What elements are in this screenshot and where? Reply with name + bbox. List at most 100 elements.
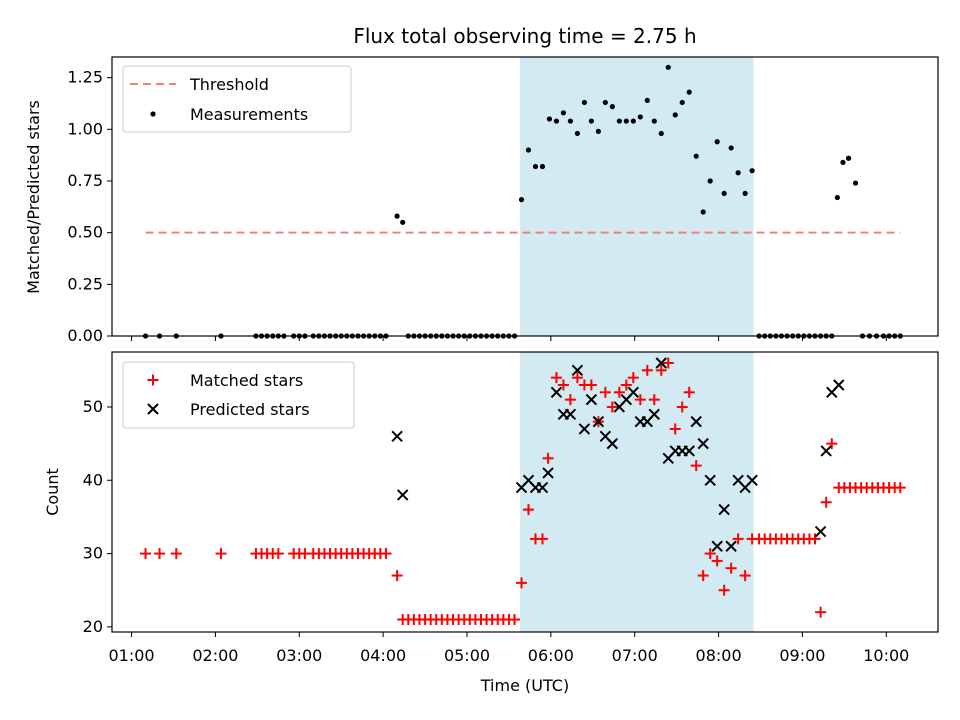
measurement-point: [567, 118, 574, 124]
predicted-star-point: [571, 364, 584, 377]
measurement-point: [560, 110, 567, 116]
measurement-point: [735, 170, 741, 176]
matched-star-point: [718, 584, 730, 596]
observing-span: [520, 57, 754, 336]
measurement-point: [707, 178, 713, 184]
predicted-star-point-b: [564, 408, 577, 421]
matched-star-point: [676, 401, 688, 413]
measurement-point: [651, 118, 657, 124]
matched-star-point: [380, 548, 392, 560]
x-tick-label: 02:00: [192, 646, 238, 665]
predicted-star-point: [578, 423, 591, 435]
measurement-point: [394, 213, 400, 219]
matched-star-point: [648, 394, 660, 406]
measurement-point: [525, 147, 532, 153]
predicted-star-point-b: [599, 430, 612, 443]
predicted-star-point-b: [536, 481, 549, 494]
top-y-tick-label: 0.50: [67, 223, 103, 242]
matched-star-point: [536, 533, 548, 545]
measurement-point: [644, 97, 650, 103]
matched-star-point: [620, 379, 632, 391]
matched-star-point: [606, 401, 618, 413]
measurement-point: [665, 64, 671, 70]
predicted-star-point-b: [655, 357, 667, 369]
predicted-star-point-b: [690, 415, 702, 428]
predicted-star-point-b: [592, 415, 605, 428]
bottom-y-axis-label: Count: [43, 468, 62, 516]
top-y-tick-label: 0.00: [67, 326, 103, 345]
top-y-tick-label: 0.75: [67, 171, 103, 190]
measurement-point: [574, 130, 581, 137]
predicted-star-point-b: [683, 445, 695, 457]
predicted-star-point: [690, 415, 702, 428]
measurement-point: [749, 168, 755, 174]
predicted-star-point: [542, 467, 554, 479]
bottom-plot-area: 20 30 40 50 01:00 02:00 03:00 04:00 05:00 06:00 07…: [83, 351, 939, 665]
top-plot-area: 0.00 0.25 0.50 0.75 1.00 1.25 Threshold Measure…: [67, 56, 939, 345]
predicted-star-point-b: [711, 540, 723, 552]
predicted-star-point: [814, 525, 827, 538]
top-y-tick-label: 1.25: [67, 68, 103, 87]
x-tick-label: 01:00: [109, 646, 155, 665]
predicted-star-point: [648, 408, 660, 421]
matched-star-point: [154, 548, 166, 560]
x-tick-label: 04:00: [360, 646, 406, 665]
measurement-point: [623, 118, 629, 124]
predicted-star-point: [391, 430, 403, 443]
measurement-point: [658, 130, 664, 137]
predicted-star-point: [606, 437, 619, 450]
top-axes-frame: [111, 56, 939, 337]
predicted-star-point: [627, 386, 640, 399]
matched-star-point: [697, 570, 709, 582]
measurement-point: [546, 116, 553, 122]
matched-star-point: [669, 423, 681, 435]
legend-predicted-swatch: [147, 403, 159, 415]
measurement-point: [609, 104, 615, 110]
matched-star-point: [557, 379, 569, 391]
x-tick-label: 06:00: [528, 646, 574, 665]
predicted-star-point-b: [697, 437, 709, 450]
predicted-star-point-b: [746, 474, 758, 486]
measurement-point: [742, 190, 748, 196]
matched-star-point: [542, 452, 554, 464]
measurement-point: [588, 118, 594, 124]
measurement-point: [728, 145, 734, 151]
predicted-star-point-b: [725, 540, 737, 552]
measurement-point: [845, 155, 852, 161]
matched-star-point: [509, 614, 521, 626]
top-legend-box: [122, 65, 352, 133]
predicted-star-point-b: [732, 474, 744, 486]
chart-title: Flux total observing time = 2.75 h: [353, 24, 696, 48]
predicted-star-point: [397, 489, 409, 501]
predicted-star-point: [683, 445, 695, 457]
top-legend: Threshold Measurements: [122, 65, 352, 133]
matched-star-point: [711, 555, 723, 567]
predicted-star-point-b: [550, 386, 563, 399]
matched-star-point: [272, 548, 284, 560]
measurement-point: [553, 118, 560, 124]
predicted-star-point: [564, 408, 577, 421]
measurement-point: [834, 194, 840, 201]
matched-star-point: [662, 357, 674, 369]
measurement-point: [693, 153, 699, 159]
legend-predicted-swatch-b: [147, 403, 159, 415]
matched-star-point: [585, 379, 597, 391]
x-tick-label: 08:00: [696, 646, 742, 665]
predicted-star-point: [746, 474, 758, 486]
bottom-y-tick-label: 40: [83, 470, 103, 489]
predicted-star-point: [536, 481, 549, 494]
matched-star-point: [655, 364, 667, 376]
x-tick-label: 03:00: [276, 646, 322, 665]
matched-star-point: [894, 482, 906, 494]
matched-star-point: [725, 562, 737, 574]
predicted-star-point: [718, 503, 730, 516]
legend-threshold-label: Threshold: [189, 75, 269, 94]
x-axis-label: Time (UTC): [480, 676, 569, 695]
legend-matched-label: Matched stars: [190, 371, 303, 390]
predicted-star-point: [585, 393, 598, 406]
bottom-axes-frame: [111, 351, 939, 633]
measurement-point: [595, 128, 601, 134]
measurement-point: [400, 219, 406, 225]
top-y-tick-label: 0.25: [67, 274, 103, 293]
